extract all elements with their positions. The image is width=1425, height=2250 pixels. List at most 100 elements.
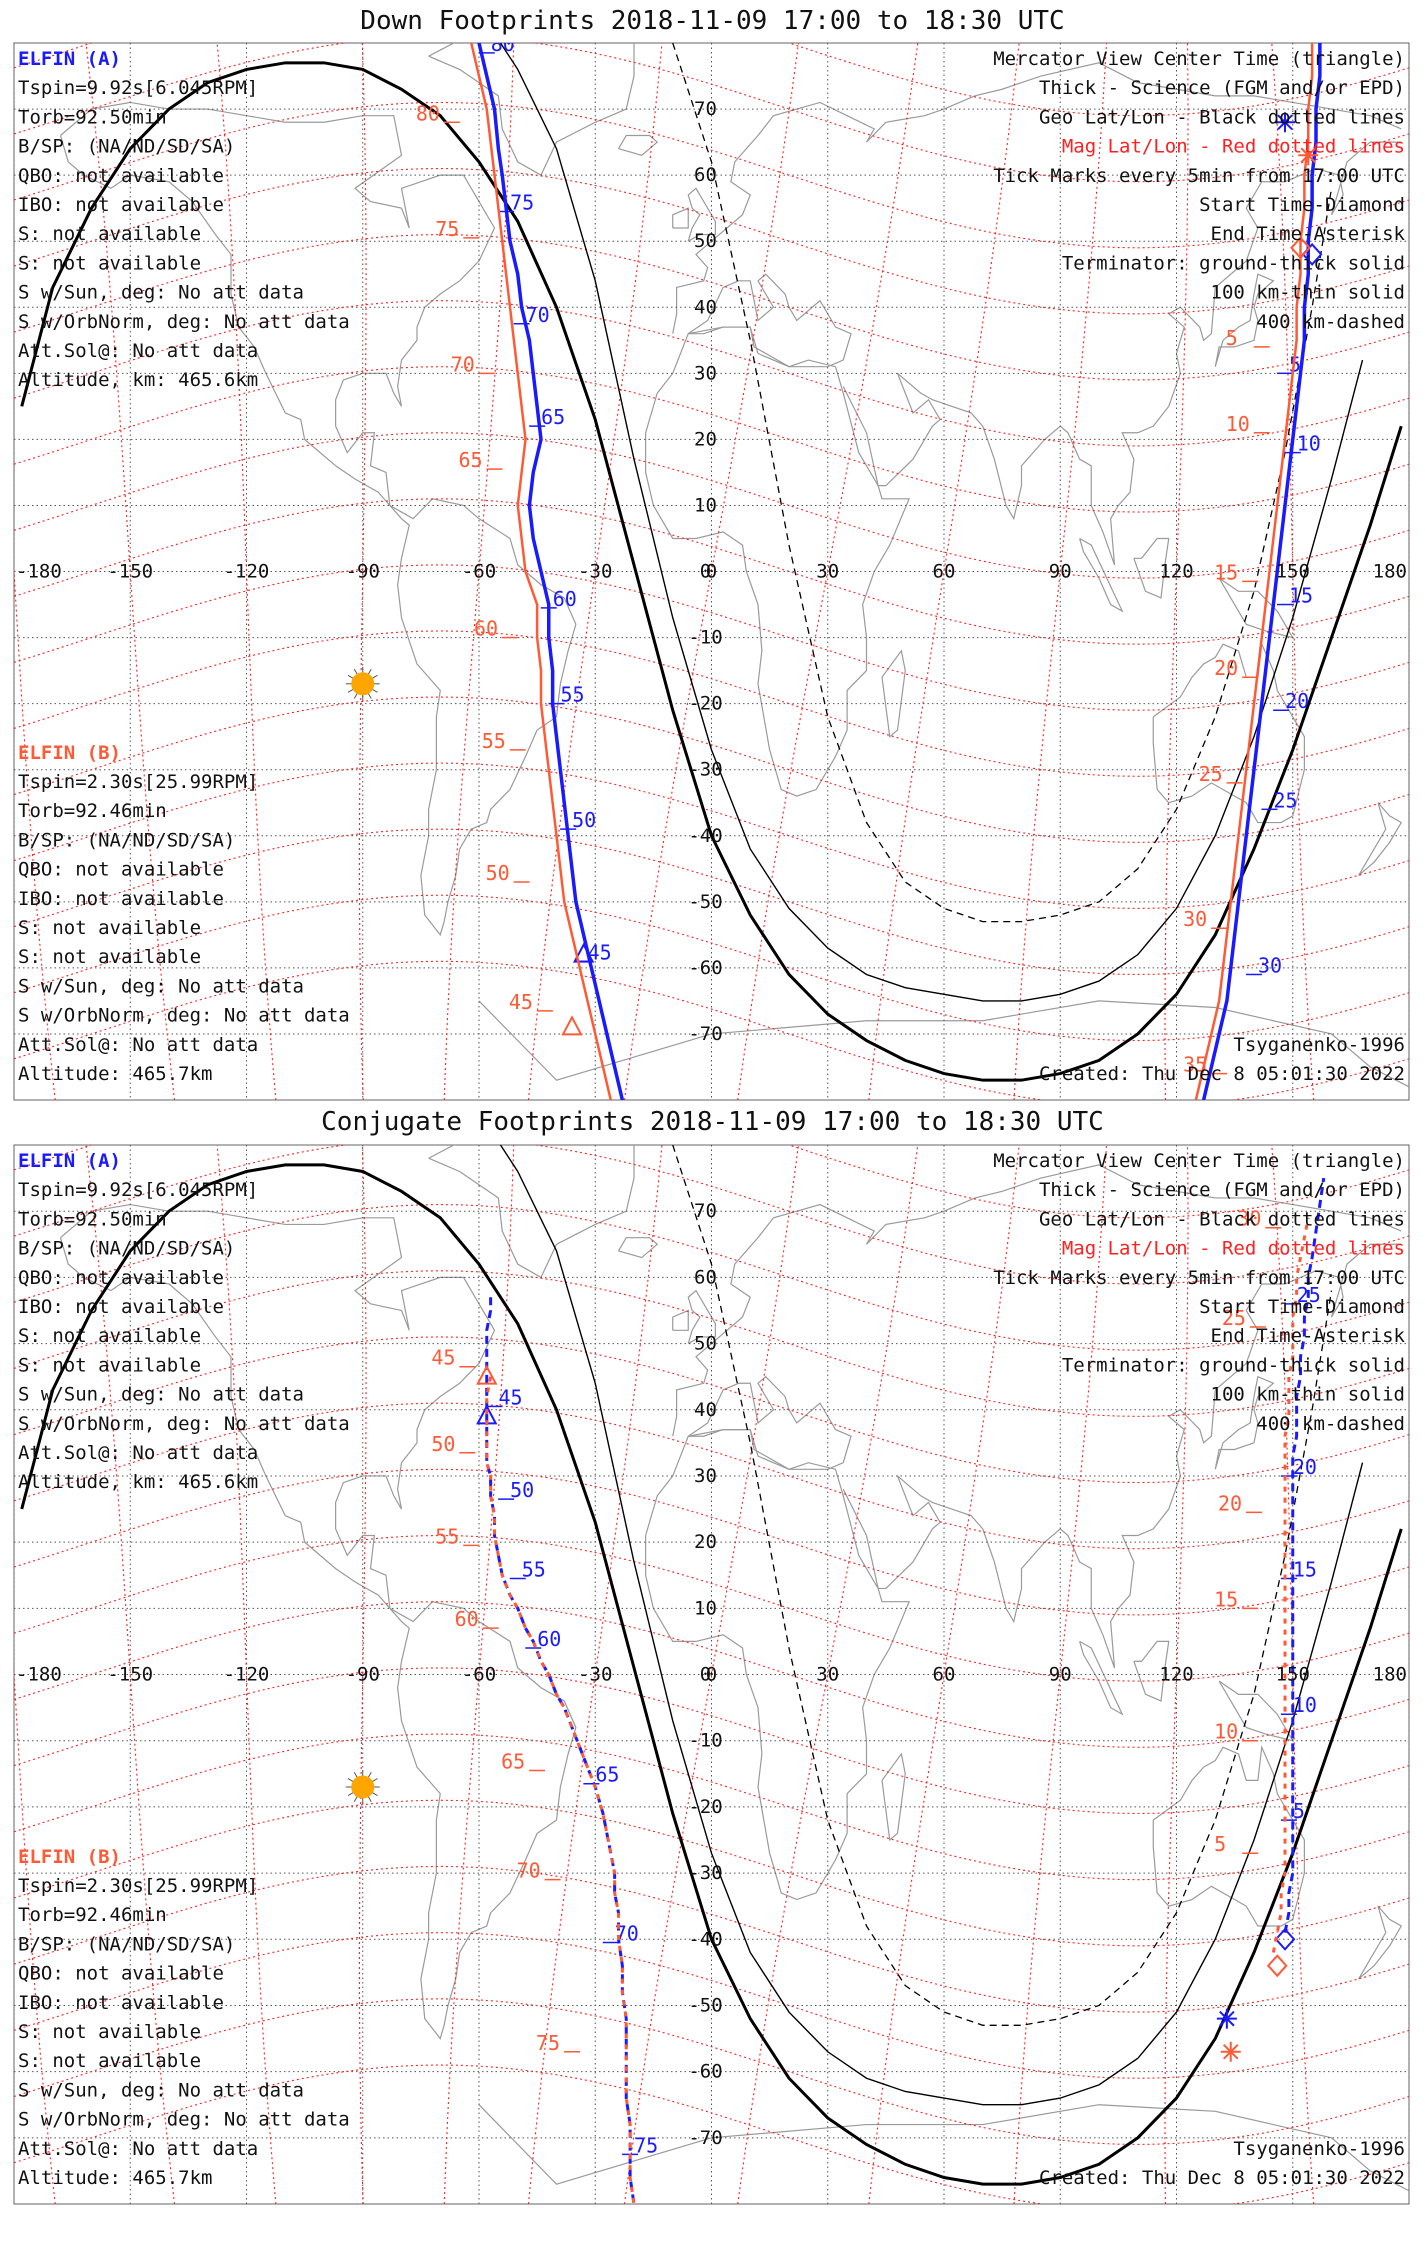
mag-parallel bbox=[14, 366, 1409, 513]
y-tick-label: 10 bbox=[694, 494, 717, 516]
y-tick-label: 40 bbox=[694, 296, 717, 318]
y-tick-label: 30 bbox=[694, 1465, 717, 1487]
x-tick-label: -120 bbox=[224, 561, 270, 583]
elfin-b-info-line: Altitude: 465.7km bbox=[18, 2167, 212, 2189]
coastline bbox=[478, 1000, 1409, 1088]
track-tick-label: 65 bbox=[459, 448, 483, 472]
terminators bbox=[20, 43, 1403, 1082]
mag-meridian bbox=[358, 1145, 367, 2204]
y-tick-label: 0 bbox=[700, 561, 711, 583]
map-panel-conjugate: 4550556065707525201510545505560657075302… bbox=[13, 1144, 1410, 2205]
x-tick-label: 60 bbox=[933, 561, 956, 583]
mag-meridian bbox=[623, 1145, 800, 2204]
coastline bbox=[617, 134, 659, 156]
footprint-track-segment bbox=[1194, 43, 1314, 1100]
y-tick-label: -40 bbox=[688, 825, 722, 847]
track-tick-label: 60 bbox=[474, 617, 498, 641]
coastline bbox=[59, 101, 577, 937]
x-tick-label: -180 bbox=[16, 561, 62, 583]
y-tick-label: 20 bbox=[694, 1531, 717, 1553]
elfin-a-info-line: IBO: not available bbox=[18, 1296, 224, 1318]
mag-meridian bbox=[623, 43, 800, 1100]
y-tick-label: 60 bbox=[694, 1266, 717, 1288]
x-tick-label: -180 bbox=[16, 1664, 62, 1686]
mag-meridian bbox=[1271, 43, 1315, 1100]
track-tick-label: 45 bbox=[499, 1385, 523, 1409]
track-tick-label: 10 bbox=[1293, 1693, 1317, 1717]
mag-parallel bbox=[14, 1270, 1409, 1417]
coastline bbox=[1214, 273, 1275, 367]
end-time-asterisk-marker bbox=[1275, 112, 1295, 133]
coastline bbox=[672, 62, 1402, 334]
track-tick-label: 5 bbox=[1214, 1832, 1226, 1856]
elfin-a-info-line: Torb=92.50min bbox=[18, 106, 167, 128]
coastline bbox=[687, 1375, 852, 1470]
elfin-b-info-line: S: not available bbox=[18, 2021, 201, 2043]
legend-line: Geo Lat/Lon - Black dotted lines bbox=[1039, 1208, 1405, 1230]
y-tick-label: -40 bbox=[688, 1928, 722, 1950]
x-tick-label: -60 bbox=[462, 561, 496, 583]
coastline bbox=[672, 207, 689, 229]
elfin-a-info-line: Att.Sol@: No att data bbox=[18, 340, 258, 362]
track-tick-label: 55 bbox=[561, 683, 585, 707]
subsolar-sun-icon bbox=[345, 666, 380, 701]
y-tick-label: -30 bbox=[688, 1862, 722, 1884]
legend-line: Start Time-Diamond bbox=[1199, 194, 1405, 216]
elfin-b-info-line: S: not available bbox=[18, 2050, 201, 2072]
coastline bbox=[1358, 802, 1403, 876]
legend-line: Tick Marks every 5min from 17:00 UTC bbox=[993, 165, 1405, 187]
x-tick-label: 150 bbox=[1276, 1664, 1310, 1686]
track-tick-label: 20 bbox=[1293, 1455, 1317, 1479]
legend-line: End Time-Asterisk bbox=[1211, 223, 1406, 245]
created-timestamp: Created: Thu Dec 8 05:01:30 2022 bbox=[1039, 2167, 1405, 2189]
elfin-b-info-line: Att.Sol@: No att data bbox=[18, 2138, 258, 2160]
mag-parallel bbox=[14, 1534, 1409, 1682]
legend-line: Terminator: ground-thick solid bbox=[1062, 1354, 1405, 1376]
elfin-a-info-line: S: not available bbox=[18, 223, 201, 245]
coastline bbox=[881, 1752, 906, 1842]
elfin-b-info-line: Altitude: 465.7km bbox=[18, 1063, 212, 1085]
mag-parallel bbox=[14, 234, 1409, 381]
elfin-b-info-line: Att.Sol@: No att data bbox=[18, 1034, 258, 1056]
track-tick-label: 20 bbox=[1218, 1491, 1242, 1515]
track-tick-label: 50 bbox=[572, 808, 596, 832]
legend-line: Terminator: ground-thick solid bbox=[1062, 252, 1405, 274]
terminators bbox=[20, 1145, 1403, 2186]
y-tick-label: -10 bbox=[688, 627, 722, 649]
mag-parallel bbox=[14, 1865, 1409, 2013]
track-tick-label: 30 bbox=[1237, 1207, 1261, 1231]
mag-parallel bbox=[14, 1733, 1409, 1881]
track-tick-label: 60 bbox=[553, 587, 577, 611]
y-tick-label: 10 bbox=[694, 1597, 717, 1619]
mag-meridian bbox=[85, 43, 176, 1100]
x-tick-label: -30 bbox=[578, 561, 612, 583]
elfin-b-info-line: Torb=92.46min bbox=[18, 1904, 167, 1926]
coastline bbox=[478, 2104, 1409, 2192]
track-tick-label: 60 bbox=[455, 1607, 479, 1631]
coastline bbox=[1358, 1905, 1403, 1980]
elfin-a-info-line: Altitude, km: 465.6km bbox=[18, 1471, 258, 1493]
x-tick-label: -60 bbox=[462, 1664, 496, 1686]
x-tick-label: 120 bbox=[1159, 561, 1193, 583]
start-time-diamond-marker bbox=[1266, 1954, 1288, 1978]
legend-line: Mercator View Center Time (triangle) bbox=[993, 1150, 1405, 1172]
mag-meridian bbox=[443, 1145, 515, 2204]
legend-line: Mercator View Center Time (triangle) bbox=[993, 48, 1405, 70]
legend-line: Thick - Science (FGM and/or EPD) bbox=[1039, 77, 1405, 99]
footprint-track-segment bbox=[1201, 43, 1322, 1100]
elfin-b-info-line: QBO: not available bbox=[18, 859, 224, 881]
track-tick-label: 10 bbox=[1297, 432, 1321, 456]
mag-parallel bbox=[14, 960, 1409, 1100]
footprint-track-segment bbox=[1283, 1177, 1326, 1933]
track-tick-label: 50 bbox=[510, 1478, 534, 1502]
track-tick-label: 50 bbox=[431, 1432, 455, 1456]
terminator-ground bbox=[20, 1163, 1403, 2186]
legend-line: Start Time-Diamond bbox=[1199, 1296, 1405, 1318]
track-tick-label: 10 bbox=[1226, 412, 1250, 436]
elfin-a-info-line: Att.Sol@: No att data bbox=[18, 1442, 258, 1464]
x-tick-label: 180 bbox=[1373, 1664, 1407, 1686]
elfin-a-info-line: QBO: not available bbox=[18, 1267, 224, 1289]
legend-line: Geo Lat/Lon - Black dotted lines bbox=[1039, 106, 1405, 128]
y-tick-label: 20 bbox=[694, 428, 717, 450]
